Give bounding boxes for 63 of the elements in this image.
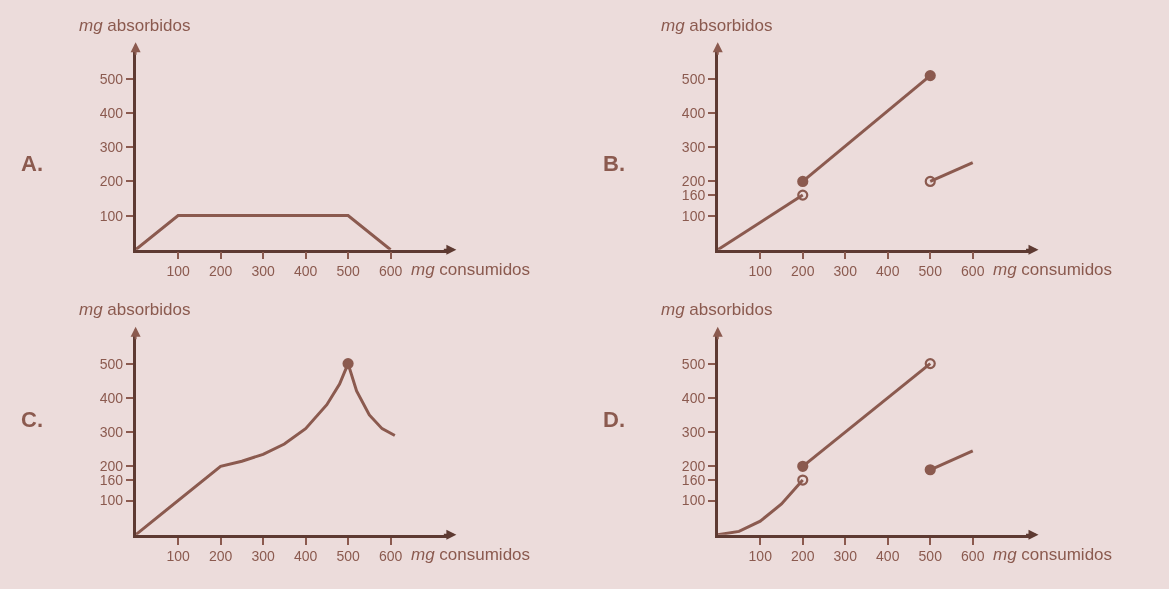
point bbox=[924, 70, 936, 82]
y-tick-label: 300 bbox=[99, 423, 124, 440]
x-tick-label: 500 bbox=[336, 548, 360, 565]
point bbox=[797, 474, 809, 486]
y-tick-label: 300 bbox=[99, 139, 124, 156]
x-tick-label: 400 bbox=[293, 263, 318, 280]
text: B. bbox=[603, 151, 625, 176]
y-tick-label: 500 bbox=[681, 355, 706, 372]
x-axis-title: mg consumidos bbox=[411, 545, 531, 564]
x-tick-label: 600 bbox=[378, 548, 403, 565]
x-tick-label: 600 bbox=[378, 263, 403, 280]
y-tick-label: 300 bbox=[681, 423, 706, 440]
y-tick-label: 300 bbox=[681, 139, 706, 156]
y-axis-title: mg absorbidos bbox=[79, 300, 191, 319]
x-tick-label: 300 bbox=[251, 548, 275, 565]
y-tick-label: 500 bbox=[681, 70, 706, 87]
y-axis-title: mg absorbidos bbox=[661, 16, 773, 35]
x-tick-label: 400 bbox=[293, 548, 318, 565]
point bbox=[924, 358, 936, 370]
x-tick-label: 400 bbox=[876, 263, 900, 280]
x-tick-label: 300 bbox=[833, 263, 858, 280]
x-axis-title: mg consumidos bbox=[993, 545, 1113, 564]
x-tick-label: 200 bbox=[208, 263, 233, 280]
x-tick-label: 100 bbox=[748, 548, 773, 565]
y-tick-label: 100 bbox=[681, 492, 706, 509]
y-tick-label: 400 bbox=[681, 105, 706, 122]
x-tick-label: 200 bbox=[791, 548, 815, 565]
x-tick-label: 600 bbox=[961, 263, 985, 280]
y-tick-label: 100 bbox=[99, 207, 124, 224]
y-tick-label: 100 bbox=[99, 492, 124, 509]
y-tick-label: 200 bbox=[99, 173, 124, 190]
x-tick-label: 100 bbox=[166, 263, 190, 280]
y-axis-title: mg absorbidos bbox=[79, 16, 191, 35]
x-tick-label: 100 bbox=[166, 548, 190, 565]
text: C. bbox=[21, 407, 43, 432]
x-tick-label: 300 bbox=[251, 263, 275, 280]
y-axis-title: mg absorbidos bbox=[661, 300, 773, 319]
x-tick-label: 200 bbox=[791, 263, 815, 280]
y-tick-label: 160 bbox=[681, 187, 706, 204]
y-tick-label: 500 bbox=[99, 355, 124, 372]
x-tick-label: 300 bbox=[833, 548, 858, 565]
point bbox=[797, 460, 809, 472]
x-tick-label: 500 bbox=[918, 263, 943, 280]
y-tick-label: 400 bbox=[99, 389, 124, 406]
point bbox=[924, 175, 936, 188]
y-tick-label: 200 bbox=[681, 173, 706, 190]
point bbox=[797, 175, 809, 188]
x-axis-title: mg consumidos bbox=[993, 260, 1113, 279]
x-tick-label: 500 bbox=[336, 263, 360, 280]
x-tick-label: 400 bbox=[876, 548, 900, 565]
text: A. bbox=[21, 151, 43, 176]
y-tick-label: 400 bbox=[681, 389, 706, 406]
y-tick-label: 500 bbox=[99, 70, 124, 87]
y-tick-label: 400 bbox=[99, 105, 124, 122]
x-tick-label: 100 bbox=[748, 263, 773, 280]
y-tick-label: 100 bbox=[681, 207, 706, 224]
x-tick-label: 500 bbox=[918, 548, 943, 565]
x-tick-label: 600 bbox=[961, 548, 985, 565]
text: D. bbox=[603, 407, 625, 432]
point bbox=[924, 464, 936, 476]
x-tick-label: 200 bbox=[208, 548, 233, 565]
x-axis-title: mg consumidos bbox=[411, 260, 531, 279]
point bbox=[797, 189, 809, 201]
